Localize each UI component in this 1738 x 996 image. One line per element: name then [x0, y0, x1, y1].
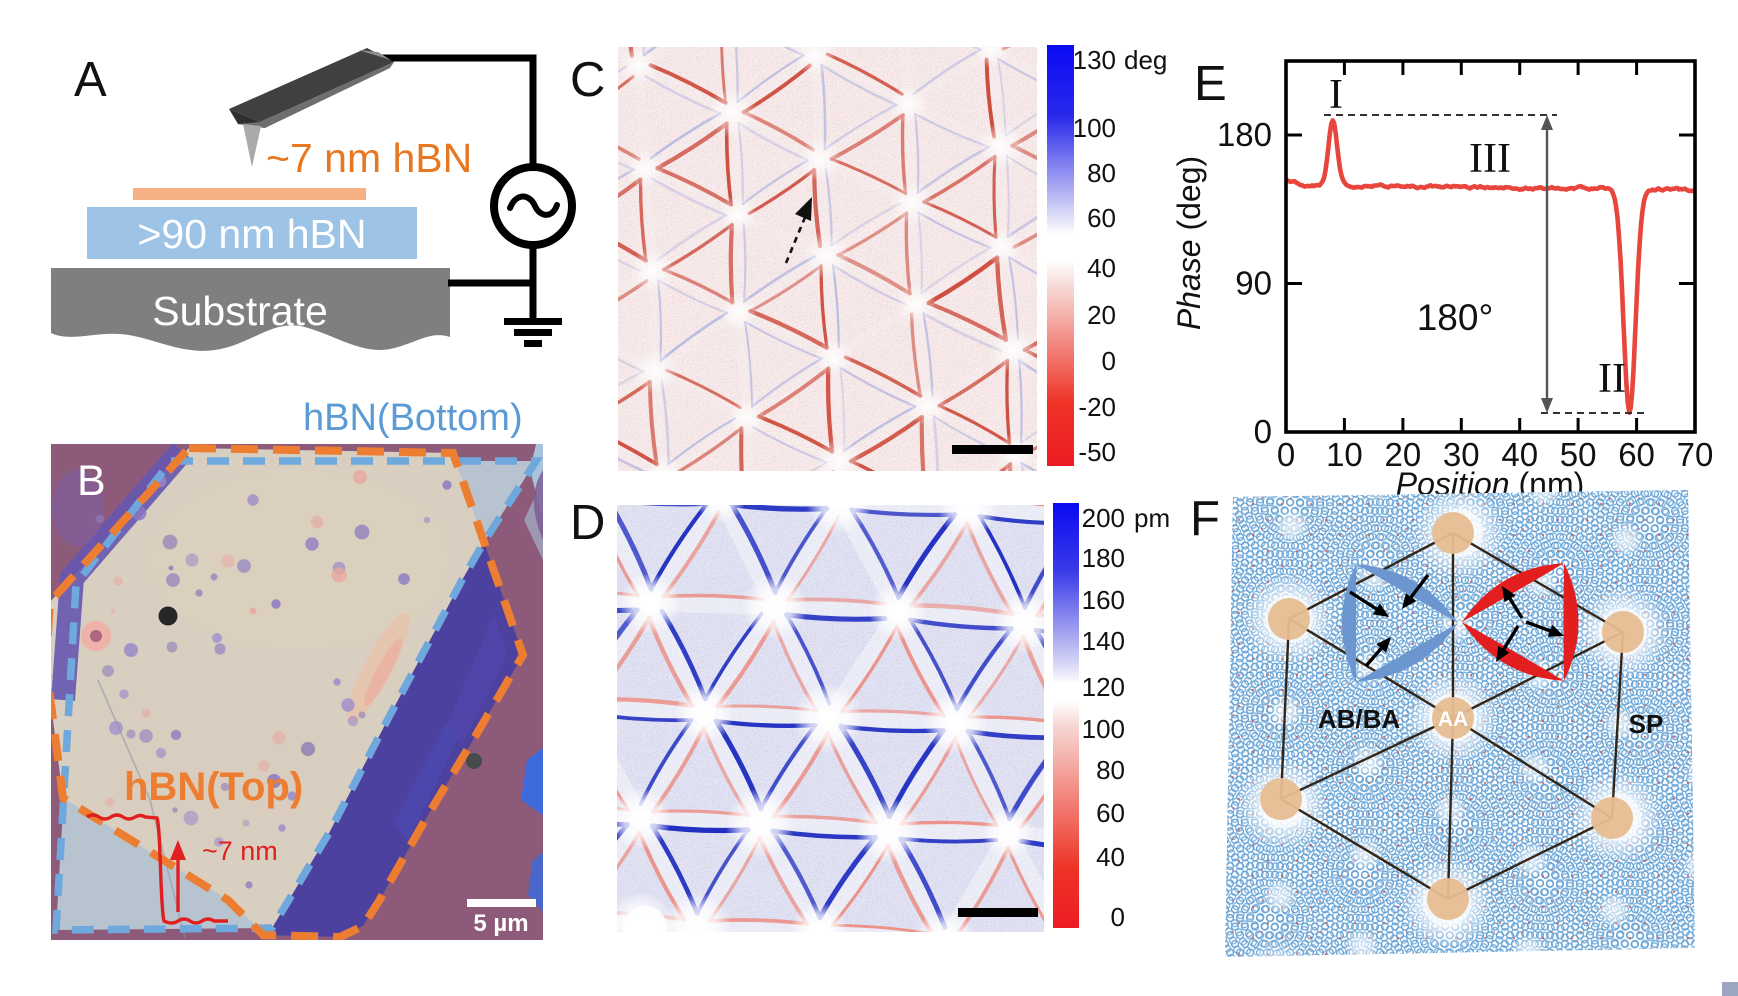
- svg-text:90: 90: [1235, 265, 1272, 302]
- svg-text:deg: deg: [1124, 45, 1167, 75]
- svg-text:20: 20: [1087, 300, 1116, 330]
- svg-text:160: 160: [1082, 585, 1125, 615]
- svg-text:130: 130: [1073, 45, 1116, 75]
- svg-text:Substrate: Substrate: [152, 288, 328, 334]
- svg-text:180: 180: [1082, 543, 1125, 573]
- svg-text:30: 30: [1443, 436, 1480, 473]
- svg-text:pm: pm: [1134, 503, 1170, 533]
- svg-text:B: B: [77, 457, 106, 505]
- svg-text:0: 0: [1111, 902, 1125, 932]
- svg-text:180°: 180°: [1417, 297, 1494, 338]
- svg-text:C: C: [570, 53, 605, 107]
- svg-text:60: 60: [1096, 798, 1125, 828]
- svg-text:60: 60: [1618, 436, 1655, 473]
- svg-text:70: 70: [1677, 436, 1714, 473]
- svg-text:~7 nm hBN: ~7 nm hBN: [266, 135, 472, 181]
- svg-text:II: II: [1598, 356, 1626, 402]
- svg-text:AB/BA: AB/BA: [1318, 704, 1401, 734]
- svg-text:-50: -50: [1078, 437, 1116, 467]
- svg-text:120: 120: [1082, 672, 1125, 702]
- svg-text:20: 20: [1384, 436, 1421, 473]
- svg-text:SP: SP: [1629, 709, 1664, 739]
- svg-text:I: I: [1329, 72, 1343, 118]
- svg-text:5 µm: 5 µm: [473, 910, 528, 937]
- svg-text:180: 180: [1217, 116, 1272, 153]
- svg-text:40: 40: [1087, 253, 1116, 283]
- svg-text:D: D: [570, 496, 605, 550]
- svg-text:-20: -20: [1078, 392, 1116, 422]
- svg-text:0: 0: [1254, 413, 1272, 450]
- svg-text:60: 60: [1087, 203, 1116, 233]
- svg-text:AA: AA: [1438, 708, 1468, 731]
- svg-text:40: 40: [1096, 842, 1125, 872]
- svg-text:0: 0: [1102, 346, 1116, 376]
- svg-text:E: E: [1194, 57, 1227, 111]
- svg-text:F: F: [1190, 492, 1220, 546]
- svg-text:A: A: [74, 53, 107, 107]
- svg-text:100: 100: [1082, 714, 1125, 744]
- svg-text:200: 200: [1082, 503, 1125, 533]
- svg-text:hBN(Bottom): hBN(Bottom): [303, 397, 523, 439]
- svg-text:140: 140: [1082, 626, 1125, 656]
- svg-text:~7 nm: ~7 nm: [202, 836, 278, 866]
- svg-text:80: 80: [1087, 158, 1116, 188]
- svg-text:10: 10: [1326, 436, 1363, 473]
- svg-text:III: III: [1469, 136, 1511, 182]
- svg-text:0: 0: [1277, 436, 1295, 473]
- svg-text:50: 50: [1560, 436, 1597, 473]
- svg-text:100: 100: [1073, 113, 1116, 143]
- svg-text:Phase (deg): Phase (deg): [1171, 156, 1207, 330]
- svg-text:>90 nm hBN: >90 nm hBN: [137, 211, 366, 257]
- svg-text:hBN(Top): hBN(Top): [124, 765, 303, 809]
- svg-text:80: 80: [1096, 755, 1125, 785]
- svg-text:40: 40: [1501, 436, 1538, 473]
